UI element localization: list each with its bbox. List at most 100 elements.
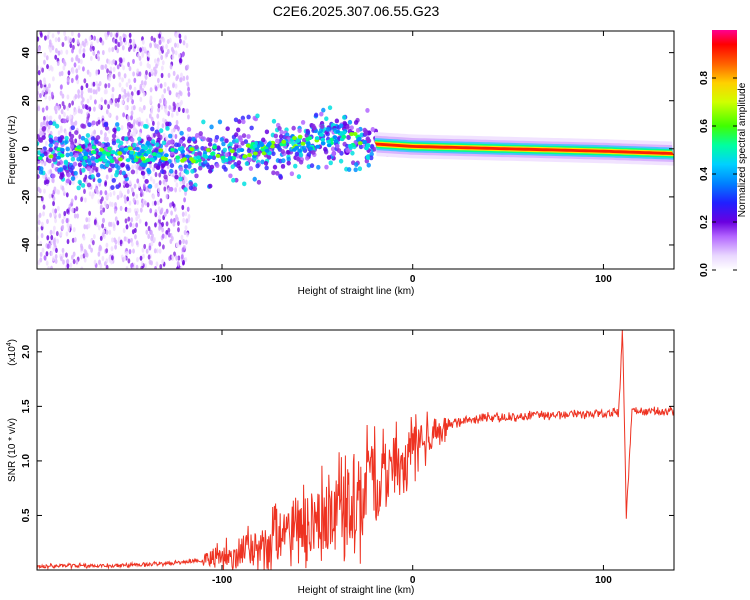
spectrogram-cell (139, 61, 143, 67)
spectrogram-cell (192, 186, 198, 192)
spectrogram-cell (133, 131, 137, 137)
spectrogram-cell (104, 190, 108, 196)
spectrogram-cell (105, 152, 111, 157)
spectrogram-cell (271, 118, 277, 124)
spectrogram-cell (132, 142, 137, 148)
spectrogram-cell (102, 207, 106, 213)
spectrogram-cell (133, 119, 136, 125)
spectrogram-cell (300, 120, 306, 125)
spectrogram-cell (247, 153, 252, 158)
spectrogram-cell (66, 35, 70, 42)
spectrogram-cell (124, 136, 129, 142)
spectrogram-cell (272, 164, 278, 170)
spectrogram-cell (149, 98, 152, 104)
spectrogram-cell (78, 48, 82, 55)
x-tick-label: 100 (595, 274, 612, 285)
spectrogram-cell (83, 224, 87, 230)
spectrogram-cell (108, 76, 112, 82)
spectrogram-cell (38, 169, 44, 175)
spectrogram-cell (116, 194, 120, 200)
spectrogram-cell (286, 160, 291, 166)
spectrogram-cell (93, 129, 97, 135)
spectrogram-cell (59, 147, 65, 152)
spectrogram-cell (59, 174, 64, 180)
spectrogram-cell (150, 139, 156, 145)
spectrogram-cell (162, 37, 166, 43)
spectrogram-cell (116, 126, 121, 132)
spectrogram-cell (89, 46, 93, 52)
spectrogram-cell (163, 156, 168, 161)
spectrogram-cell (207, 141, 213, 147)
spectrogram-cell (92, 50, 96, 56)
spectrogram-cell (85, 133, 91, 138)
spectrogram-cell (39, 251, 43, 258)
spectrogram-cell (87, 87, 91, 93)
spectrogram-cell (38, 138, 44, 143)
spectrogram-cell (107, 31, 110, 36)
spectrogram-cell (74, 93, 78, 100)
spectrogram-cell (349, 132, 354, 137)
spectrogram-cell (71, 207, 75, 213)
spectrogram-cell (154, 43, 157, 49)
spectrogram-cell (118, 157, 123, 162)
spectrogram-cell (319, 111, 324, 117)
spectrogram-cell (112, 66, 116, 72)
spectrogram-cell (72, 251, 76, 257)
spectrogram-cell (90, 155, 96, 161)
spectrogram-cell (341, 134, 347, 139)
spectrogram-cell (125, 224, 129, 230)
spectrogram-cell (158, 50, 162, 56)
spectrogram-cell (184, 256, 188, 263)
spectrogram-cell (51, 33, 55, 39)
spectrogram-cell (71, 100, 75, 106)
spectrogram-cell (91, 120, 96, 126)
spectrogram-cell (79, 108, 83, 115)
spectrogram-cell (112, 58, 116, 65)
spectrogram-cell (57, 105, 61, 111)
spectrogram-cell (194, 133, 200, 138)
spectrogram-cell (365, 155, 371, 161)
spectrogram-cell (108, 72, 112, 78)
spectrogram-cell (37, 70, 41, 76)
spectrogram-cell (190, 168, 195, 174)
spectrogram-cell (264, 129, 270, 135)
spectrogram-cell (187, 136, 192, 142)
spectrogram-cell (76, 185, 81, 191)
spectrogram-cell (105, 174, 109, 180)
colorbar-tick-label: 0.8 (699, 71, 710, 85)
spectrogram-cell (82, 66, 85, 72)
spectrogram-cell (65, 146, 70, 152)
spectrogram-cell (194, 173, 199, 179)
spectrogram-cell (281, 139, 287, 144)
spectrogram-cell (121, 45, 125, 51)
spectrogram-cell (87, 217, 91, 223)
spectrogram-cell (122, 37, 126, 43)
spectrogram-cell (154, 86, 158, 92)
spectrogram-cell (131, 164, 134, 170)
spectrogram-cell (80, 266, 84, 269)
spectrogram-cell (184, 154, 190, 159)
spectrogram-cell (77, 162, 83, 168)
spectrogram-cell (184, 35, 187, 41)
spectrogram-cell (357, 166, 363, 172)
spectrogram-cell (327, 105, 333, 111)
spectrogram-cell (63, 210, 67, 217)
spectrogram-cell (157, 161, 162, 167)
spectrogram-cell (83, 155, 88, 160)
spectrogram-cell (80, 89, 84, 96)
spectrogram-cell (172, 221, 176, 227)
spectrogram-cell (186, 81, 190, 87)
spectrogram-cell (123, 194, 127, 200)
spectrogram-cell (148, 145, 153, 151)
spectrogram-cell (154, 212, 158, 218)
spectrogram-cell (227, 156, 233, 161)
spectrogram-cell (170, 210, 173, 216)
spectrogram-cell (175, 158, 180, 163)
spectrogram-cell (252, 176, 257, 182)
spectrogram-cell (125, 250, 129, 257)
spectrogram-cell (179, 130, 184, 136)
spectrogram-cell (107, 112, 111, 118)
spectrogram-cell (184, 225, 188, 231)
spectrogram-cell (60, 70, 64, 76)
spectrogram-cell (51, 157, 57, 163)
